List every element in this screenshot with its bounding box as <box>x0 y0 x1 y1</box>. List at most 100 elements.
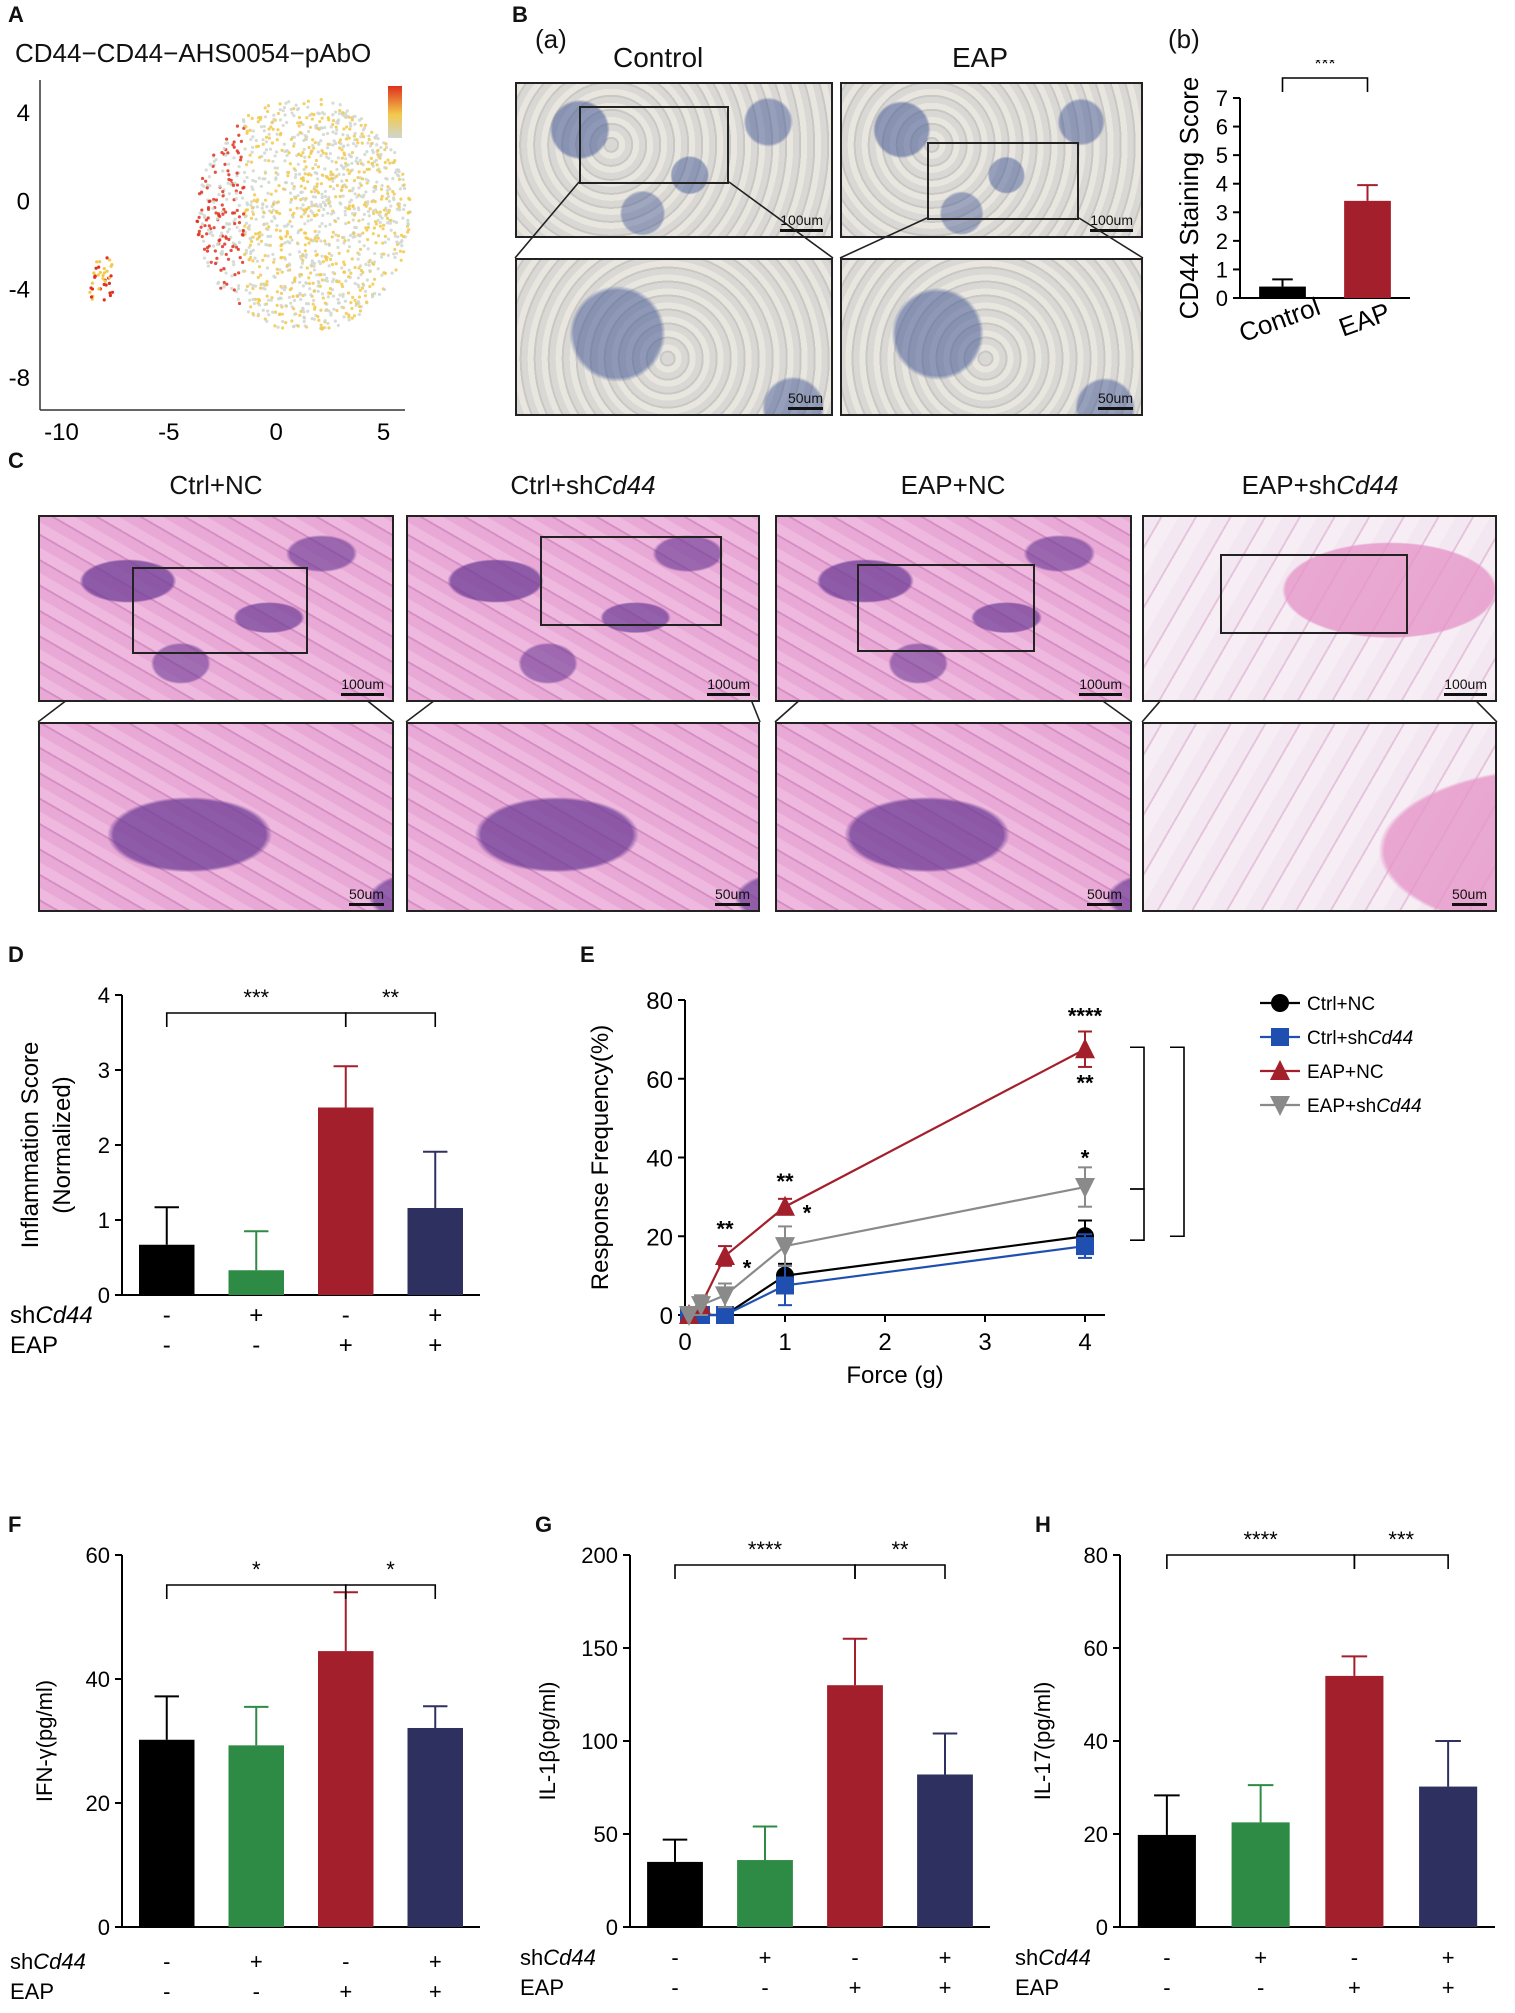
umap-point <box>363 123 368 127</box>
umap-point <box>332 307 336 311</box>
umap-point <box>218 184 222 188</box>
umap-point <box>353 265 357 270</box>
umap-point <box>362 193 366 197</box>
umap-point <box>305 266 309 270</box>
umap-point <box>348 121 352 125</box>
umap-point <box>265 266 270 270</box>
umap-point <box>273 310 278 314</box>
umap-point <box>344 157 348 161</box>
umap-point <box>255 205 259 209</box>
umap-point <box>343 209 347 214</box>
umap-point <box>102 298 106 302</box>
umap-point <box>285 153 289 158</box>
umap-point <box>346 168 350 172</box>
umap-point <box>336 121 340 125</box>
umap-point <box>385 188 390 193</box>
umap-point <box>329 170 333 174</box>
umap-point <box>351 295 355 299</box>
umap-point <box>331 230 335 234</box>
umap-point <box>315 123 319 128</box>
umap-point <box>310 149 314 153</box>
umap-point <box>315 171 319 176</box>
umap-point <box>217 192 221 197</box>
umap-point <box>246 159 250 164</box>
umap-point <box>312 146 316 150</box>
umap-point <box>226 181 230 185</box>
umap-point <box>319 182 324 186</box>
zoom-box <box>927 142 1079 220</box>
umap-point <box>290 238 294 242</box>
umap-point <box>227 237 231 242</box>
umap-point <box>384 145 389 149</box>
umap-point <box>302 167 306 172</box>
umap-point <box>392 160 396 165</box>
umap-point <box>356 276 360 280</box>
umap-point <box>302 102 306 106</box>
umap-point <box>313 229 317 233</box>
umap-point <box>261 258 265 262</box>
umap-point <box>279 244 283 248</box>
umap-point <box>352 178 357 183</box>
umap-point <box>331 101 335 105</box>
umap-point <box>311 195 315 199</box>
umap-point <box>218 214 222 219</box>
umap-point <box>259 184 264 188</box>
umap-point <box>332 139 336 143</box>
umap-point <box>306 214 311 218</box>
umap-point <box>237 240 241 245</box>
umap-point <box>297 124 301 128</box>
umap-point <box>275 303 279 308</box>
umap-point <box>304 253 308 257</box>
umap-point <box>366 225 370 230</box>
umap-point <box>319 308 323 312</box>
umap-point <box>263 151 267 155</box>
umap-point <box>248 298 252 302</box>
data-point <box>1271 994 1289 1012</box>
umap-point <box>302 319 306 324</box>
umap-point <box>327 156 331 160</box>
umap-point <box>304 255 308 259</box>
umap-point <box>312 112 316 117</box>
legend-label: Ctrl+shCd44 <box>1307 1028 1413 1049</box>
umap-point <box>340 179 344 183</box>
data-point <box>715 1286 735 1307</box>
umap-point <box>327 251 331 256</box>
umap-point <box>197 229 201 233</box>
row-label-shcd44: shCd44 <box>520 1945 596 1970</box>
umap-point <box>275 166 280 170</box>
umap-point <box>340 266 344 270</box>
umap-point <box>262 223 266 227</box>
umap-point <box>336 234 341 238</box>
umap-point <box>338 103 342 107</box>
umap-point <box>342 235 346 240</box>
umap-point <box>311 166 315 170</box>
umap-point <box>278 118 283 122</box>
significance-label: *** <box>243 985 269 1010</box>
eap-sign: + <box>428 1332 442 1359</box>
umap-point <box>381 241 385 245</box>
he-ctrl-nc-overview: 100um <box>38 515 394 702</box>
umap-point <box>220 231 224 235</box>
scale-label: 50um <box>714 886 750 902</box>
umap-point <box>309 200 314 204</box>
umap-point <box>390 271 394 275</box>
umap-point <box>324 242 328 246</box>
umap-point <box>397 241 401 246</box>
umap-point <box>319 239 323 243</box>
umap-point <box>395 251 399 255</box>
umap-point <box>296 231 300 235</box>
umap-point <box>276 200 280 204</box>
umap-point <box>370 199 374 204</box>
he-column-label-text: EAP+sh <box>1241 470 1337 500</box>
umap-point <box>340 185 344 189</box>
umap-point <box>223 242 227 246</box>
umap-point <box>254 217 258 221</box>
umap-point <box>398 208 402 212</box>
umap-point <box>357 208 361 212</box>
umap-point <box>366 160 371 164</box>
umap-point <box>384 197 389 201</box>
umap-point <box>254 138 258 143</box>
data-point <box>1076 1237 1094 1256</box>
umap-point <box>266 191 270 195</box>
umap-point <box>286 174 290 178</box>
